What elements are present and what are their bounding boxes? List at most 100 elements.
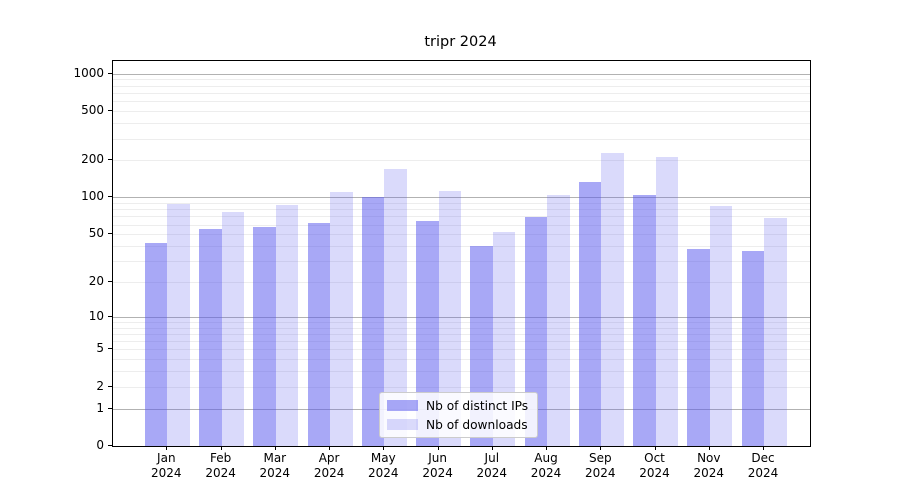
gridline-minor [113,160,810,162]
bar-downloads [601,152,624,446]
x-tick-label: Jul 2024 [476,451,508,480]
bar-downloads [275,205,299,446]
bar-distinct-ips [687,248,710,446]
bar-downloads [547,194,570,446]
legend-swatch-downloads [387,419,418,430]
y-tick-label: 1000 [73,65,104,80]
x-tick-mark [491,446,493,450]
gridline-minor [113,92,810,94]
bar-distinct-ips [199,229,222,446]
x-tick-mark [220,446,222,450]
bar-distinct-ips [633,194,656,446]
y-tick-mark [108,110,112,111]
bar-distinct-ips [578,182,602,446]
x-tick-label: Sep 2024 [585,451,616,480]
gridline-major [113,316,810,318]
y-tick-mark [108,196,112,198]
y-tick-label: 200 [81,152,104,167]
x-tick-mark [274,446,276,450]
gridline-minor [113,234,810,236]
x-tick-label: Nov 2024 [693,451,725,480]
y-tick-label: 50 [88,226,104,241]
gridline-minor [113,216,810,218]
y-tick-label: 10 [88,308,104,323]
chart-title: tripr 2024 [424,34,497,50]
x-tick-mark [383,446,385,450]
x-tick-mark [546,446,547,450]
gridline-minor [113,386,810,388]
gridline-minor [113,79,810,81]
x-tick-mark [708,446,710,450]
plot-area [112,60,811,447]
y-tick-mark [108,280,112,282]
y-tick-label: 500 [81,103,104,117]
bar-downloads [330,192,353,446]
x-tick-label: Aug 2024 [530,451,562,480]
x-tick-mark [654,446,656,450]
x-tick-label: May 2024 [368,451,399,480]
gridline-minor [113,224,810,226]
bar-downloads [167,204,190,446]
y-tick-label: 100 [81,189,104,204]
gridline-minor [113,349,810,351]
x-tick-mark [437,446,439,450]
gridline-minor [113,209,810,211]
gridline-minor [113,333,810,335]
gridline-minor [113,281,810,283]
y-tick-mark [108,315,112,317]
bar-distinct-ips [361,197,385,446]
gridline-minor [113,327,810,329]
gridline-minor [113,101,810,103]
gridline-minor [113,202,810,204]
gridline-minor [113,138,810,140]
bar-distinct-ips [524,217,548,446]
bar-distinct-ips [307,222,331,446]
legend-item: Nb of downloads [387,417,528,432]
x-tick-label: Oct 2024 [639,451,670,480]
y-tick-mark [108,72,112,74]
x-tick-label: Jun 2024 [422,451,453,480]
y-tick-label: 2 [96,378,104,393]
y-tick-label: 1 [96,400,104,415]
y-tick-mark [108,385,112,387]
gridline-minor [113,260,810,262]
bar-downloads [384,168,407,446]
bar-downloads [438,190,462,446]
bar-downloads [655,157,678,446]
gridline-minor [113,123,810,124]
x-tick-mark [600,446,602,450]
gridline-minor [113,371,810,373]
gridline-minor [113,85,810,87]
gridline-minor [113,321,810,323]
y-tick-label: 20 [88,273,104,288]
gridline-minor [113,111,810,112]
legend-swatch-distinct-ips [387,400,418,411]
y-tick-mark [108,407,112,409]
gridline-major [113,73,810,75]
x-tick-mark [763,446,764,450]
gridline-major [113,197,810,199]
y-tick-mark [108,445,112,446]
x-tick-label: Dec 2024 [747,451,779,480]
y-tick-label: 0 [96,438,104,452]
x-tick-mark [329,446,331,450]
bar-downloads [221,211,244,446]
gridline-minor [113,341,810,343]
y-tick-mark [108,159,112,161]
legend-item: Nb of distinct IPs [387,398,528,413]
gridline-minor [113,245,810,247]
legend: Nb of distinct IPs Nb of downloads [379,392,539,438]
bar-downloads [709,206,733,446]
x-tick-label: Mar 2024 [259,451,291,480]
bar-downloads [764,217,787,446]
x-tick-label: Apr 2024 [313,451,345,480]
x-tick-mark [166,446,168,450]
y-tick-mark [108,348,112,350]
legend-label: Nb of downloads [426,417,528,432]
x-tick-label: Feb 2024 [205,451,236,480]
x-tick-label: Jan 2024 [151,451,182,480]
gridline-minor [113,359,810,361]
legend-label: Nb of distinct IPs [426,398,529,413]
bar-distinct-ips [253,227,276,446]
